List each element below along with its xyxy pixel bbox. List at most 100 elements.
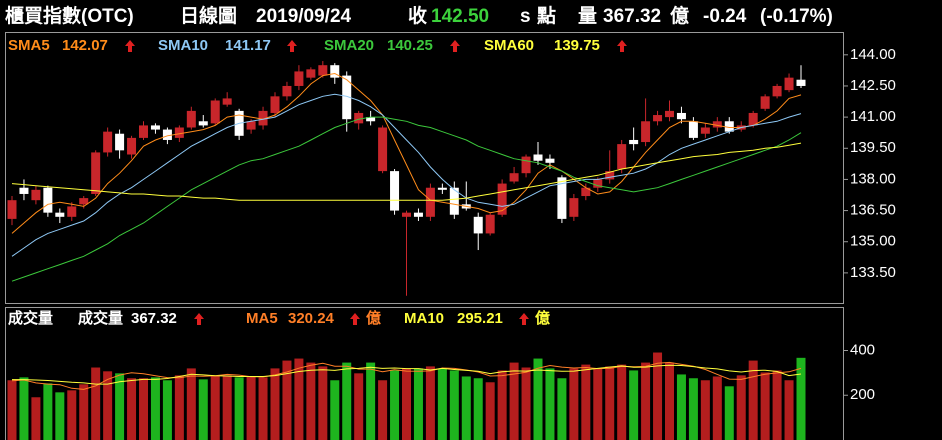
legend-name: 成交量 bbox=[78, 309, 123, 327]
legend-value: 320.24 bbox=[288, 310, 335, 327]
legend-name: MA5 bbox=[246, 310, 278, 327]
candle-body bbox=[7, 200, 17, 219]
candle-body bbox=[139, 125, 148, 138]
candle-body bbox=[617, 144, 627, 170]
candle-body bbox=[55, 212, 65, 217]
candle-body bbox=[497, 183, 507, 215]
volume-bar bbox=[545, 368, 555, 440]
legend-unit: 億 bbox=[366, 309, 381, 327]
volume-bar bbox=[736, 375, 746, 440]
candle-body bbox=[294, 71, 304, 86]
volume-bar bbox=[402, 368, 411, 440]
legend-name: SMA5 bbox=[8, 37, 50, 54]
volume-bar bbox=[79, 384, 89, 440]
change-percent: (-0.17%) bbox=[760, 6, 833, 27]
candle-body bbox=[593, 179, 603, 188]
volume-bar bbox=[7, 380, 17, 440]
change: -0.24 bbox=[703, 6, 747, 27]
candle-body bbox=[748, 112, 758, 126]
candle-body bbox=[760, 96, 770, 109]
volume-bar bbox=[665, 362, 674, 440]
volume-panel bbox=[5, 307, 844, 440]
volume-bar bbox=[366, 362, 376, 440]
volume-bar bbox=[473, 378, 483, 440]
candle-body bbox=[605, 171, 615, 180]
legend-name: SMA60 bbox=[484, 37, 534, 54]
candle-body bbox=[641, 121, 651, 143]
candle-body bbox=[270, 96, 280, 113]
volume-bars bbox=[7, 352, 806, 440]
volume-bar bbox=[31, 397, 41, 440]
candle-body bbox=[354, 112, 364, 124]
volume-bar bbox=[103, 371, 113, 440]
volume-bar bbox=[258, 377, 268, 440]
volume-bar bbox=[557, 378, 567, 440]
volume-bar bbox=[162, 380, 172, 440]
candles bbox=[7, 61, 806, 296]
candle-body bbox=[246, 121, 256, 130]
up-arrow bbox=[450, 40, 460, 52]
legend-name: SMA10 bbox=[158, 37, 208, 54]
legend-value: 367.32 bbox=[131, 310, 177, 327]
y-tick-label: 136.50 bbox=[850, 202, 896, 219]
volume-ma-line bbox=[12, 364, 802, 385]
candle-body bbox=[413, 212, 423, 217]
volume-bar bbox=[174, 375, 184, 440]
legend-name: SMA20 bbox=[324, 37, 374, 54]
period: 日線圖 bbox=[180, 4, 237, 27]
volume-bar bbox=[342, 362, 352, 440]
up-arrow bbox=[194, 313, 204, 325]
candle-body bbox=[449, 187, 459, 215]
legend-value: 140.25 bbox=[387, 37, 433, 54]
volume-bar bbox=[198, 379, 208, 440]
volume-ma-line bbox=[11, 361, 802, 390]
volume-bar bbox=[724, 386, 734, 440]
candle-body bbox=[533, 154, 543, 161]
ma-line bbox=[11, 116, 802, 282]
candle-body bbox=[581, 187, 591, 197]
close-flag: s bbox=[520, 6, 531, 27]
candle-body bbox=[186, 110, 196, 128]
candle-body bbox=[378, 127, 388, 172]
candle-body bbox=[712, 121, 722, 128]
candle-body bbox=[318, 65, 328, 76]
candle-body bbox=[509, 173, 519, 182]
volume-bar bbox=[354, 373, 364, 440]
candle-body bbox=[545, 158, 555, 163]
candle-body bbox=[19, 187, 29, 194]
candle-body bbox=[772, 85, 782, 97]
candle-body bbox=[653, 115, 663, 122]
ma-line bbox=[11, 93, 802, 257]
volume-bar bbox=[425, 366, 435, 440]
volume-bar bbox=[306, 362, 316, 440]
candle-body bbox=[174, 127, 184, 138]
candle-body bbox=[162, 129, 172, 140]
legend-value: 141.17 bbox=[225, 37, 271, 54]
y-tick-label: 138.00 bbox=[850, 170, 896, 187]
legend-value: 139.75 bbox=[554, 37, 600, 54]
date: 2019/09/24 bbox=[256, 6, 352, 27]
volume-bar bbox=[282, 360, 292, 440]
y-tick-label: 400 bbox=[850, 341, 875, 358]
volume-bar bbox=[641, 362, 651, 440]
volume-bar bbox=[796, 357, 806, 440]
volume-bar bbox=[629, 370, 639, 440]
volume-bar bbox=[784, 380, 794, 440]
volume-bar bbox=[246, 376, 256, 440]
volume-bar bbox=[210, 375, 220, 440]
y-tick-label: 139.50 bbox=[850, 139, 896, 156]
volume-bar bbox=[378, 380, 388, 440]
candle-body bbox=[103, 131, 113, 153]
candle-body bbox=[366, 117, 376, 122]
volume-bar bbox=[485, 382, 495, 440]
volume-bar bbox=[318, 366, 328, 440]
candle-body bbox=[67, 206, 77, 217]
volume-bar bbox=[772, 370, 782, 440]
close-label: 收 bbox=[408, 4, 427, 27]
candle-body bbox=[342, 75, 352, 120]
index-name: 櫃買指數(OTC) bbox=[5, 4, 134, 27]
volume-value: 367.32 bbox=[603, 6, 661, 27]
up-arrow bbox=[519, 313, 529, 325]
